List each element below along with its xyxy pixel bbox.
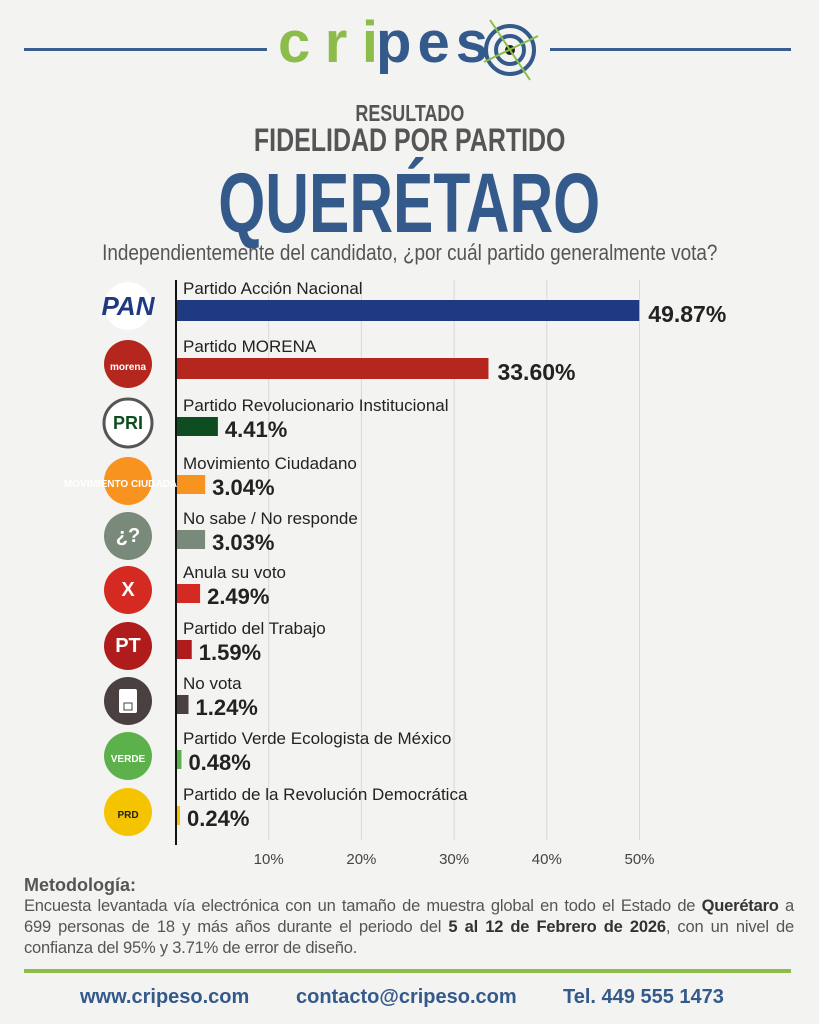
category-label: Partido de la Revolución Democrática	[183, 785, 468, 804]
state-title: QUERÉTARO	[218, 156, 601, 250]
phone-number: Tel. 449 555 1473	[563, 986, 724, 1008]
email-link[interactable]: contacto@cripeso.com	[296, 986, 517, 1008]
bar	[177, 584, 201, 603]
category-label: Partido Revolucionario Institucional	[183, 396, 449, 415]
prd-logo: PRD	[104, 788, 152, 836]
footer-rule	[24, 969, 791, 973]
category-label: Partido MORENA	[183, 337, 317, 356]
svg-text:morena: morena	[110, 362, 147, 373]
pan-logo: PAN	[102, 282, 156, 330]
value-label: 2.49%	[207, 584, 269, 609]
bar	[177, 358, 489, 379]
category-label: Partido Verde Ecologista de México	[183, 729, 451, 748]
category-label: No vota	[183, 674, 242, 693]
value-label: 33.60%	[497, 359, 575, 385]
cripeso-logo: cri pes	[278, 12, 539, 81]
svg-text:MOVIMIENTO CIUDADANO: MOVIMIENTO CIUDADANO	[64, 479, 192, 490]
value-label: 3.03%	[212, 530, 274, 555]
subtitle: FIDELIDAD POR PARTIDO	[253, 122, 566, 158]
x-tick-label: 40%	[532, 851, 562, 868]
x-tick-label: 20%	[346, 851, 376, 868]
methodology: Metodología: Encuesta levantada vía elec…	[24, 875, 794, 959]
bar	[177, 695, 189, 714]
svg-text:PAN: PAN	[102, 291, 156, 321]
mc-logo: MOVIMIENTO CIUDADANO	[64, 457, 192, 505]
svg-text:PT: PT	[115, 635, 141, 657]
svg-text:PRI: PRI	[113, 413, 143, 433]
svg-text:pes: pes	[376, 12, 488, 75]
bar	[177, 300, 640, 321]
svg-text:cri: cri	[278, 12, 378, 75]
svg-text:VERDE: VERDE	[111, 754, 146, 765]
svg-text:PRD: PRD	[117, 810, 138, 821]
question-icon: ¿?	[104, 512, 152, 560]
question: Independientemente del candidato, ¿por c…	[101, 240, 718, 265]
svg-text:X: X	[121, 579, 135, 601]
bar	[177, 475, 206, 494]
category-label: No sabe / No responde	[183, 509, 358, 528]
header-rule-right	[550, 48, 791, 51]
morena-logo: morena	[104, 340, 152, 388]
x-tick-label: 50%	[624, 851, 654, 868]
value-label: 1.59%	[199, 640, 261, 665]
website-link[interactable]: www.cripeso.com	[80, 986, 250, 1008]
bar-chart: 10% 20% 30% 40% 50% PAN Partido Acción Naciona…	[64, 279, 726, 868]
methodology-title: Metodología:	[24, 875, 136, 895]
methodology-text: Encuesta levantada vía electrónica con u…	[24, 897, 795, 957]
x-icon: X	[104, 566, 152, 614]
bar	[177, 417, 218, 436]
value-label: 4.41%	[225, 417, 287, 442]
x-tick-label: 30%	[439, 851, 469, 868]
pt-logo: PT	[104, 622, 152, 670]
value-label: 1.24%	[195, 695, 257, 720]
header-rule-left	[24, 48, 267, 51]
x-tick-label: 10%	[254, 851, 284, 868]
svg-text:¿?: ¿?	[116, 525, 140, 547]
kicker: RESULTADO	[355, 100, 464, 126]
value-label: 3.04%	[212, 475, 274, 500]
bar	[177, 750, 182, 769]
category-label: Partido Acción Nacional	[183, 279, 363, 298]
category-label: Partido del Trabajo	[183, 619, 326, 638]
bar	[177, 806, 180, 825]
value-label: 49.87%	[648, 301, 726, 327]
category-label: Anula su voto	[183, 563, 286, 582]
bar	[177, 530, 206, 549]
value-label: 0.24%	[187, 806, 249, 831]
ballot-icon	[104, 677, 152, 725]
value-label: 0.48%	[188, 750, 250, 775]
pri-logo: PRI	[102, 397, 154, 449]
bar	[177, 640, 192, 659]
category-label: Movimiento Ciudadano	[183, 454, 357, 473]
verde-logo: VERDE	[104, 732, 152, 780]
